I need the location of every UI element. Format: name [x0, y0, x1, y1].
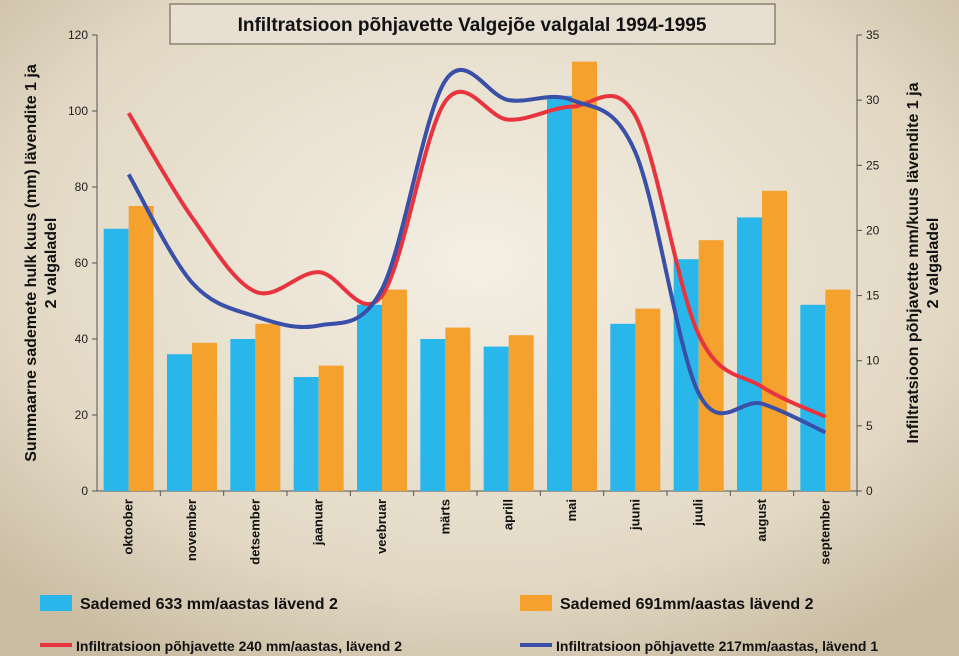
bar [318, 365, 344, 491]
y2-tick-label: 10 [866, 354, 880, 368]
line [126, 89, 827, 419]
y-tick-label: 20 [75, 408, 89, 422]
x-tick-label: september [817, 499, 832, 565]
x-tick-label: oktoober [121, 499, 136, 555]
y2-tick-label: 0 [866, 484, 873, 498]
x-tick-label: juuli [691, 499, 706, 527]
bar [572, 61, 597, 491]
bar [445, 327, 471, 491]
bar [103, 228, 129, 492]
x-tick-label: november [184, 499, 199, 561]
y-tick-label: 0 [81, 484, 88, 498]
chart-title: Infiltratsioon põhjavette Valgejõe valga… [238, 15, 707, 36]
bar [610, 323, 636, 491]
bar [737, 217, 762, 491]
legend-label: Sademed 633 mm/aastas lävend 2 [80, 596, 338, 613]
legend-swatch [520, 595, 552, 611]
y-axis-label: Summaarne sademete hulk kuus (mm) lävend… [23, 64, 60, 462]
bar [255, 323, 281, 491]
bar [192, 342, 217, 491]
bar [382, 289, 407, 491]
y-tick-label: 40 [75, 332, 89, 346]
legend-label: Infiltratsioon põhjavette 240 mm/aastas,… [76, 638, 402, 654]
bar [547, 95, 572, 492]
x-tick-label: aprill [501, 499, 516, 530]
bar [508, 335, 534, 491]
bar [420, 339, 446, 491]
bar [483, 346, 509, 491]
x-tick-label: august [754, 498, 769, 541]
bar [167, 354, 192, 491]
bar [800, 304, 826, 491]
x-tick-label: veebruar [374, 499, 389, 554]
y2-tick-label: 15 [866, 289, 880, 303]
legend-swatch [40, 595, 72, 611]
y2-tick-label: 20 [866, 223, 880, 237]
x-tick-label: detsember [247, 499, 262, 565]
x-tick-label: juuni [627, 499, 642, 531]
title-box [169, 3, 776, 45]
y-tick-label: 100 [68, 104, 88, 118]
x-tick-label: mai [564, 499, 579, 521]
bar [825, 289, 851, 491]
y2-tick-label: 30 [866, 93, 880, 107]
y2-tick-label: 25 [866, 158, 880, 172]
bar [762, 190, 787, 492]
y2-tick-label: 5 [866, 419, 873, 433]
y-tick-label: 80 [75, 180, 89, 194]
legend-label: Sademed 691mm/aastas lävend 2 [560, 596, 814, 613]
y2-tick-label: 35 [866, 28, 880, 42]
bar [635, 308, 661, 491]
legend-label: Infiltratsioon põhjavette 217mm/aastas, … [556, 638, 878, 654]
x-tick-label: märts [437, 499, 452, 534]
bar [128, 206, 154, 491]
y-tick-label: 120 [68, 28, 88, 42]
y2-axis-label: Infiltratsioon põhjavette mm/kuus lävend… [905, 82, 942, 443]
x-tick-label: jaanuar [311, 499, 326, 546]
bar [293, 377, 319, 491]
bar [230, 339, 256, 491]
line [126, 68, 827, 435]
bar [357, 304, 382, 491]
y-tick-label: 60 [75, 256, 89, 270]
